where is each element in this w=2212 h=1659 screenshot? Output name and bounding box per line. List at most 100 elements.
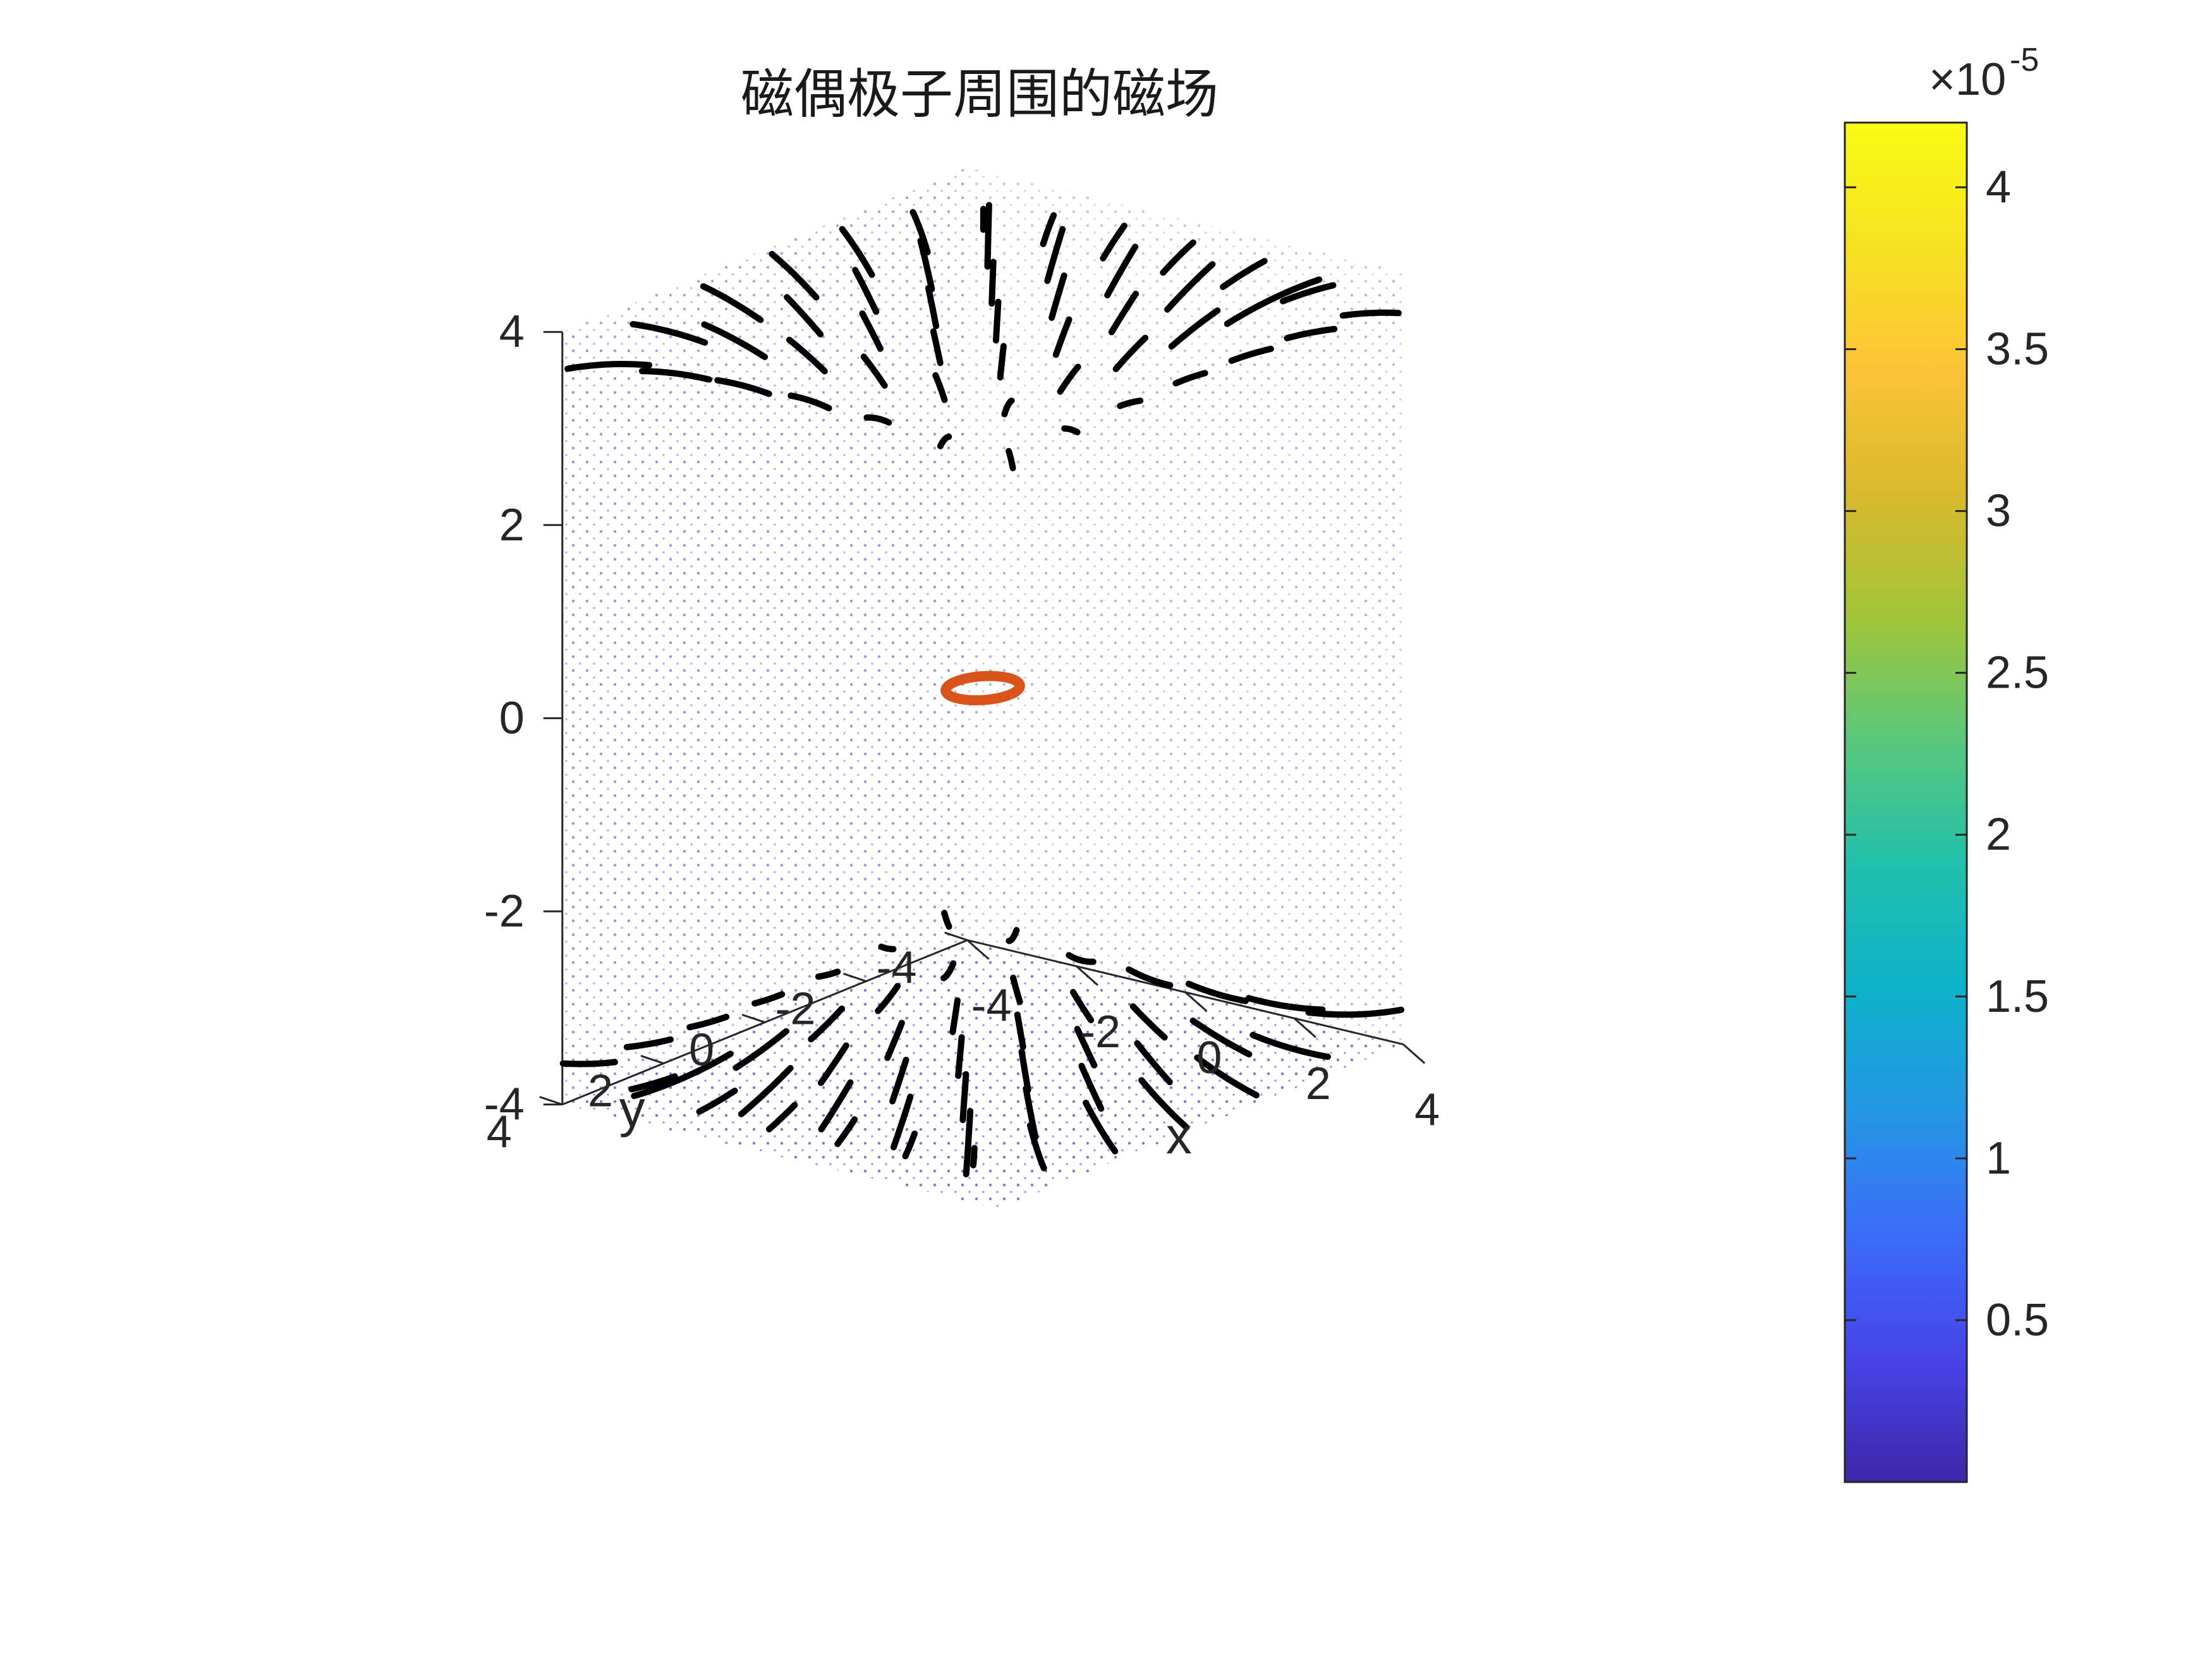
streamline-segment <box>902 1130 918 1160</box>
streamline-segment <box>1006 927 1020 944</box>
z-tick-label: -2 <box>484 886 525 937</box>
streamline-segment <box>751 991 786 1007</box>
streamline-segment <box>1168 307 1221 350</box>
streamline-segment <box>925 284 940 329</box>
streamline-segment <box>1027 1122 1047 1172</box>
x-axis-label: x <box>1166 1107 1192 1165</box>
x-tick <box>1293 1018 1316 1038</box>
y-axis-label: y <box>619 1081 645 1138</box>
x-tick-label: -2 <box>1080 1007 1121 1057</box>
streamline-segment <box>889 1057 909 1105</box>
colorbar-tick-label: 2 <box>1986 810 2011 860</box>
colorbar-tick-label: 1 <box>1986 1133 2011 1184</box>
left-wall-dots <box>562 167 968 1105</box>
streamline-segment <box>1160 239 1196 276</box>
colorbar-tick-label: 0.5 <box>1986 1295 2049 1346</box>
streamline-segment <box>1048 272 1067 321</box>
colorbar-tick-label: 4 <box>1986 162 2011 212</box>
streamline-segment <box>1172 370 1208 387</box>
axes <box>539 331 1426 1106</box>
streamline-segment <box>1001 398 1015 418</box>
streamline-segment <box>937 434 952 449</box>
streamline-segment <box>955 1034 965 1079</box>
streamline-segment <box>559 1059 618 1067</box>
streamline-segment <box>1194 1054 1260 1098</box>
streamline-segment <box>1044 226 1066 284</box>
field-sample-grid <box>562 167 1404 1209</box>
streamline-segment <box>623 1036 674 1050</box>
streamline-segment <box>1018 1048 1031 1093</box>
x-tick-label: 2 <box>1306 1059 1331 1109</box>
streamline-segment <box>1112 334 1149 372</box>
z-tick-label: 0 <box>499 693 525 743</box>
x-tick-label: 0 <box>1196 1033 1222 1083</box>
chart-title: 磁偶极子周围的磁场 <box>740 63 1218 125</box>
colorbar-tick-label: 3 <box>1986 486 2011 537</box>
streamline-segment <box>815 968 841 980</box>
right-wall-dots <box>998 272 1404 1209</box>
streamline-segment <box>852 267 880 315</box>
x-tick-label: 4 <box>1414 1085 1440 1135</box>
streamline-segment <box>1040 212 1057 247</box>
streamline-segment <box>970 1145 978 1169</box>
streamline-segment <box>940 960 957 981</box>
y-tick <box>741 1014 765 1024</box>
streamline-segment <box>988 258 997 307</box>
streamline-segment <box>1228 346 1274 364</box>
streamline-segment <box>1014 1011 1026 1050</box>
streamline-segment <box>859 310 884 352</box>
streamline-segment <box>959 1071 969 1124</box>
y-tick-label: 4 <box>487 1107 512 1158</box>
streamlines <box>559 202 1405 1177</box>
streamline-segment <box>732 1028 789 1071</box>
z-tick-label: -4 <box>484 1079 525 1130</box>
y-tick-label: 2 <box>588 1066 613 1117</box>
streamline-segment <box>1185 980 1249 1004</box>
streamline-segment <box>564 361 653 372</box>
streamline-segment <box>1066 952 1097 965</box>
streamline-segment <box>949 997 961 1035</box>
streamline-segment <box>628 1073 678 1093</box>
colorbar-tick-label: 3.5 <box>1986 324 2049 375</box>
streamline-segment <box>1245 995 1326 1013</box>
streamline-segment <box>1138 1077 1190 1131</box>
streamline-segment <box>818 1079 854 1133</box>
current-loop <box>940 671 1025 705</box>
streamline-segment <box>930 328 944 367</box>
colorbar: 0.5 1 1.5 2 2.5 3 3.5 4 ×10 -5 <box>1844 42 2049 1483</box>
streamline-segment <box>1339 309 1402 319</box>
streamline-segment <box>700 283 764 324</box>
streamline-segment <box>1052 316 1073 358</box>
streamline-segment <box>1083 1100 1119 1155</box>
streamline-segment <box>638 368 712 383</box>
streamline-segment <box>1129 1003 1168 1041</box>
streamline-segment <box>1284 325 1338 341</box>
streamline-segment <box>909 209 931 256</box>
colorbar-tick-label: 1.5 <box>1986 971 2049 1022</box>
y-tick <box>944 932 968 942</box>
streamline-segment <box>787 392 832 411</box>
streamline-segment <box>1006 447 1016 471</box>
colorbar-exponent: -5 <box>2010 42 2039 78</box>
streamline-segment <box>808 1005 846 1043</box>
streamline-segment <box>834 1116 858 1147</box>
streamline-segment <box>1126 966 1174 988</box>
x-tick <box>1076 965 1098 986</box>
x-tick <box>966 939 990 960</box>
streamline-segment <box>769 251 820 301</box>
x-axis-line <box>967 939 1404 1045</box>
streamline-segment <box>1220 258 1268 290</box>
streamline-segment <box>738 1065 794 1117</box>
streamline-segment <box>1104 243 1139 299</box>
streamline-segment <box>1010 975 1023 1006</box>
streamline-segment <box>863 414 892 426</box>
streamline-segment <box>997 343 1007 380</box>
streamline-segment <box>1078 1062 1105 1112</box>
streamline-segment <box>1134 1040 1173 1086</box>
colorbar-gradient <box>1844 121 1968 1483</box>
x-tick <box>1184 991 1208 1012</box>
y-tick <box>640 1055 664 1065</box>
streamline-segment <box>1061 425 1081 435</box>
